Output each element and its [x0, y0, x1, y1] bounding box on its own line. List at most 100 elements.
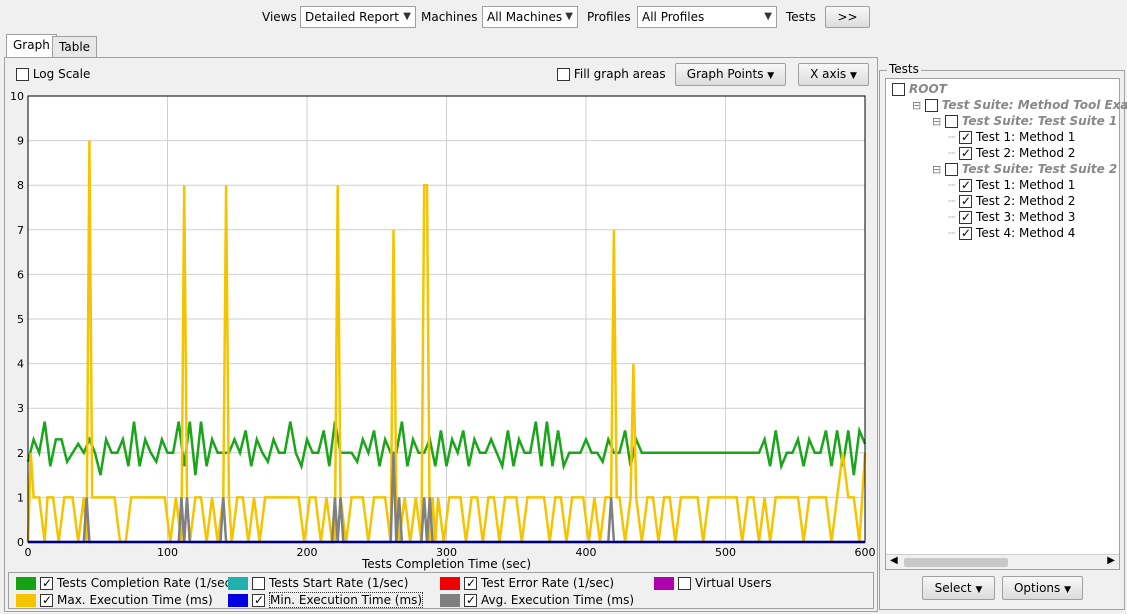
tree-checkbox[interactable] — [944, 115, 958, 128]
legend-item[interactable]: Max. Execution Time (ms) — [16, 592, 213, 608]
tree-label: Test 4: Method 4 — [976, 226, 1076, 240]
y-tick-label: 10 — [10, 90, 24, 103]
tree-checkbox[interactable] — [959, 225, 973, 241]
tree-checkbox[interactable] — [944, 163, 958, 176]
tree-connector-icon: ┈ — [948, 130, 960, 144]
tab-graph[interactable]: Graph — [6, 34, 57, 58]
y-tick-label: 5 — [17, 313, 24, 326]
profiles-select[interactable]: All Profiles ▼ — [637, 6, 777, 28]
select-button[interactable]: Select ▼ — [922, 576, 995, 600]
chevron-down-icon: ▼ — [849, 71, 857, 81]
tree-horizontal-scrollbar[interactable]: ◀ ▶ — [886, 554, 1119, 569]
tree-checkbox[interactable] — [959, 193, 973, 209]
y-tick-label: 6 — [17, 268, 24, 281]
fill-areas-option[interactable]: Fill graph areas — [557, 67, 666, 81]
graph-points-label: Graph Points — [686, 67, 764, 81]
select-button-label: Select — [934, 581, 972, 595]
legend-label: Tests Start Rate (1/sec) — [269, 576, 409, 590]
tree-label: Test 2: Method 2 — [976, 194, 1076, 208]
tree-connector-icon: ┈ — [948, 178, 960, 192]
collapse-toggle-icon[interactable]: ⊟ — [912, 99, 925, 112]
tree-checkbox[interactable] — [924, 99, 938, 112]
x-tick-label: 500 — [715, 546, 736, 559]
profiles-label: Profiles — [587, 10, 631, 24]
legend-checkbox[interactable] — [678, 577, 691, 590]
graph-points-button[interactable]: Graph Points ▼ — [675, 63, 786, 86]
machines-select-value: All Machines — [487, 10, 563, 24]
views-label: Views — [262, 10, 297, 24]
tree-suite-item[interactable]: ⊟ Test Suite: Test Suite 2 — [932, 161, 1117, 177]
log-scale-checkbox[interactable] — [16, 68, 29, 81]
fill-areas-label: Fill graph areas — [573, 67, 666, 81]
tree-connector-icon: ┈ — [948, 146, 960, 160]
tree-suite-item[interactable]: ⊟ Test Suite: Method Tool Example — [912, 97, 1127, 113]
x-tick-label: 400 — [576, 546, 597, 559]
legend-item[interactable]: Tests Completion Rate (1/sec) — [16, 575, 236, 591]
tree-test-item[interactable]: ┈ Test 4: Method 4 — [948, 225, 1075, 241]
chevron-down-icon: ▼ — [403, 11, 411, 22]
x-tick-label: 200 — [297, 546, 318, 559]
legend-item[interactable]: Virtual Users — [654, 575, 772, 591]
legend-swatch — [16, 577, 36, 590]
tree-suite-item[interactable]: ⊟ Test Suite: Test Suite 1 — [932, 113, 1117, 129]
options-button-label: Options — [1013, 581, 1061, 595]
tree-checkbox[interactable] — [959, 129, 973, 145]
fill-areas-checkbox[interactable] — [557, 68, 570, 81]
options-button[interactable]: Options ▼ — [1002, 576, 1083, 600]
chevron-down-icon: ▼ — [764, 11, 772, 22]
tree-connector-icon: ┈ — [948, 194, 960, 208]
tree-test-item[interactable]: ┈ Test 2: Method 2 — [948, 145, 1075, 161]
tree-root-item[interactable]: ROOT — [892, 81, 947, 97]
machines-select[interactable]: All Machines ▼ — [482, 6, 578, 28]
y-tick-label: 0 — [17, 536, 24, 549]
scroll-right-icon[interactable]: ▶ — [1107, 555, 1115, 566]
tree-test-item[interactable]: ┈ Test 3: Method 3 — [948, 209, 1075, 225]
tree-checkbox[interactable] — [892, 83, 905, 96]
legend-checkbox[interactable] — [464, 575, 477, 591]
profiles-select-value: All Profiles — [642, 10, 705, 24]
views-select[interactable]: Detailed Report ▼ — [300, 6, 416, 28]
legend-item[interactable]: Avg. Execution Time (ms) — [440, 592, 634, 608]
chevron-down-icon: ▼ — [565, 11, 573, 22]
tree-test-item[interactable]: ┈ Test 1: Method 1 — [948, 177, 1075, 193]
tests-expand-button[interactable]: >> — [825, 6, 870, 28]
legend-label: Test Error Rate (1/sec) — [481, 576, 615, 590]
y-tick-label: 1 — [17, 491, 24, 504]
log-scale-option[interactable]: Log Scale — [16, 67, 90, 81]
legend-checkbox[interactable] — [252, 592, 265, 608]
x-tick-label: 600 — [855, 546, 876, 559]
series-line — [26, 421, 867, 476]
tree-test-item[interactable]: ┈ Test 2: Method 2 — [948, 193, 1075, 209]
y-tick-label: 9 — [17, 135, 24, 148]
tree-checkbox[interactable] — [959, 145, 973, 161]
x-axis-button[interactable]: X axis ▼ — [798, 63, 869, 86]
legend-item[interactable]: Min. Execution Time (ms) — [228, 592, 424, 608]
tests-tree[interactable]: ROOT⊟ Test Suite: Method Tool Example⊟ T… — [885, 78, 1127, 570]
chevron-down-icon: ▼ — [1064, 585, 1072, 595]
collapse-toggle-icon[interactable]: ⊟ — [932, 115, 945, 128]
legend-swatch — [440, 577, 460, 590]
legend-checkbox[interactable] — [40, 575, 53, 591]
legend-item[interactable]: Test Error Rate (1/sec) — [440, 575, 614, 591]
legend-swatch — [16, 594, 36, 607]
legend-checkbox[interactable] — [464, 592, 477, 608]
tree-test-item[interactable]: ┈ Test 1: Method 1 — [948, 129, 1075, 145]
collapse-toggle-icon[interactable]: ⊟ — [932, 163, 945, 176]
legend-checkbox[interactable] — [252, 577, 265, 590]
series-line — [26, 140, 867, 544]
y-tick-label: 4 — [17, 358, 24, 371]
x-tick-label: 0 — [25, 546, 32, 559]
scroll-left-icon[interactable]: ◀ — [890, 555, 898, 566]
tree-checkbox[interactable] — [959, 209, 973, 225]
y-tick-label: 8 — [17, 179, 24, 192]
legend-checkbox[interactable] — [40, 592, 53, 608]
y-tick-label: 3 — [17, 402, 24, 415]
tab-table[interactable]: Table — [52, 36, 98, 58]
tree-checkbox[interactable] — [959, 177, 973, 193]
legend-item[interactable]: Tests Start Rate (1/sec) — [228, 575, 408, 591]
tree-label: Test Suite: Method Tool Example — [941, 98, 1127, 112]
tree-connector-icon: ┈ — [948, 226, 960, 240]
tree-scrollbar-thumb[interactable] — [904, 558, 1008, 567]
legend-swatch — [654, 577, 674, 590]
